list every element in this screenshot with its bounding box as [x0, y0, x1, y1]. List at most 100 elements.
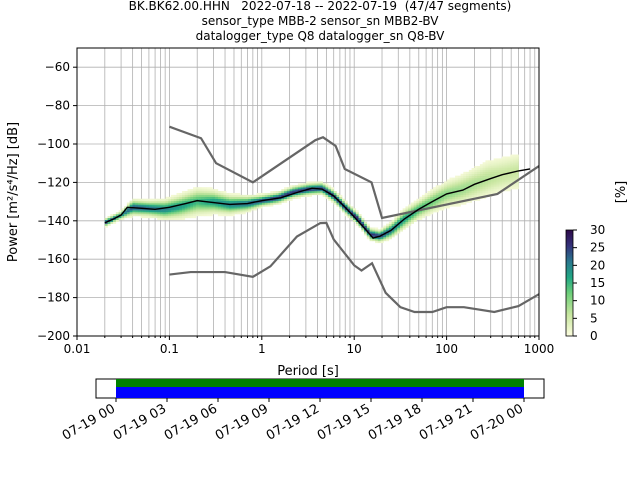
psd-cell: [259, 192, 263, 196]
psd-cell: [182, 198, 186, 201]
psd-cell: [466, 179, 470, 182]
psd-cell: [435, 196, 439, 199]
psd-cell: [438, 189, 442, 192]
psd-cell: [350, 212, 354, 215]
psd-cell: [424, 210, 428, 213]
psd-cell: [115, 212, 119, 215]
psd-cell: [435, 210, 439, 213]
psd-cell: [388, 235, 392, 238]
mode-curve: [104, 168, 531, 239]
psd-cell: [143, 212, 147, 215]
psd-cell: [510, 160, 514, 163]
psd-cell: [173, 208, 177, 211]
psd-cell: [394, 233, 398, 236]
psd-cell: [281, 192, 285, 196]
psd-cell: [289, 194, 293, 197]
psd-cell: [366, 225, 370, 228]
psd-cell: [275, 198, 279, 201]
psd-cell: [289, 191, 293, 194]
psd-cell: [377, 229, 381, 232]
psd-cell: [375, 231, 379, 234]
psd-cell: [501, 158, 506, 161]
psd-cell: [507, 156, 511, 159]
psd-cell: [193, 196, 197, 199]
psd-cell: [449, 185, 453, 188]
psd-cell: [286, 196, 290, 199]
psd-cell: [179, 208, 183, 211]
psd-cell: [399, 216, 403, 219]
psd-cell: [237, 210, 241, 213]
psd-cell: [137, 202, 141, 205]
psd-cell: [151, 206, 155, 209]
psd-cell: [477, 185, 481, 188]
psd-cell: [446, 183, 450, 186]
psd-cell: [234, 206, 238, 209]
psd-cell: [217, 198, 221, 201]
psd-cell: [171, 202, 175, 205]
psd-cell: [242, 210, 246, 213]
psd-cell: [394, 217, 398, 221]
psd-cell: [366, 233, 370, 236]
psd-cell: [204, 204, 208, 207]
psd-cell: [347, 212, 351, 215]
psd-cell: [430, 198, 434, 201]
psd-cell: [231, 204, 235, 207]
psd-cell: [330, 192, 335, 196]
psd-cell: [468, 179, 472, 182]
psd-cell: [231, 192, 235, 196]
psd-cell: [427, 196, 431, 199]
psd-cell: [397, 217, 401, 221]
psd-cell: [457, 175, 461, 178]
psd-cell: [402, 225, 406, 228]
psd-cell: [195, 196, 199, 199]
psd-cell: [209, 204, 213, 207]
psd-cell: [228, 194, 232, 197]
x-tick-label: 100: [435, 342, 458, 356]
psd-cell: [457, 204, 461, 207]
psd-cell: [455, 204, 459, 207]
psd-cell: [394, 216, 398, 219]
psd-cell: [292, 185, 296, 188]
psd-cell: [328, 196, 332, 199]
psd-cell: [154, 204, 158, 207]
psd-cell: [220, 212, 224, 215]
psd-cell: [333, 202, 337, 205]
high-noise-model-line: [169, 125, 539, 220]
psd-cell: [375, 240, 379, 244]
psd-cell: [121, 214, 125, 217]
psd-cell: [165, 204, 169, 207]
psd-cell: [463, 175, 467, 178]
psd-cell: [499, 179, 503, 182]
psd-cell: [372, 235, 376, 238]
psd-cell: [319, 192, 323, 196]
psd-cell: [488, 169, 492, 173]
psd-cell: [507, 177, 511, 180]
psd-cell: [226, 192, 230, 196]
psd-cell: [463, 173, 467, 176]
psd-cell: [479, 168, 483, 171]
psd-cell: [402, 227, 406, 230]
psd-cell: [499, 169, 503, 173]
psd-cell: [468, 192, 472, 196]
psd-cell: [501, 175, 506, 178]
colorbar-label: [%]: [614, 181, 629, 204]
psd-cell: [212, 210, 216, 213]
psd-cell: [148, 202, 152, 205]
psd-cell: [124, 210, 128, 213]
psd-cell: [140, 212, 144, 215]
psd-cell: [474, 177, 478, 180]
psd-cell: [490, 183, 494, 186]
psd-cell: [223, 192, 227, 196]
psd-cell: [187, 208, 191, 211]
psd-cell: [515, 173, 519, 176]
psd-cell: [490, 179, 494, 182]
psd-cell: [171, 214, 175, 217]
psd-cell: [237, 198, 241, 201]
psd-cell: [306, 181, 310, 184]
psd-cell: [223, 214, 227, 217]
psd-cell: [424, 202, 428, 205]
psd-cell: [433, 202, 437, 205]
psd-cell: [270, 204, 274, 207]
psd-cell: [198, 214, 202, 217]
psd-cell: [187, 204, 191, 207]
